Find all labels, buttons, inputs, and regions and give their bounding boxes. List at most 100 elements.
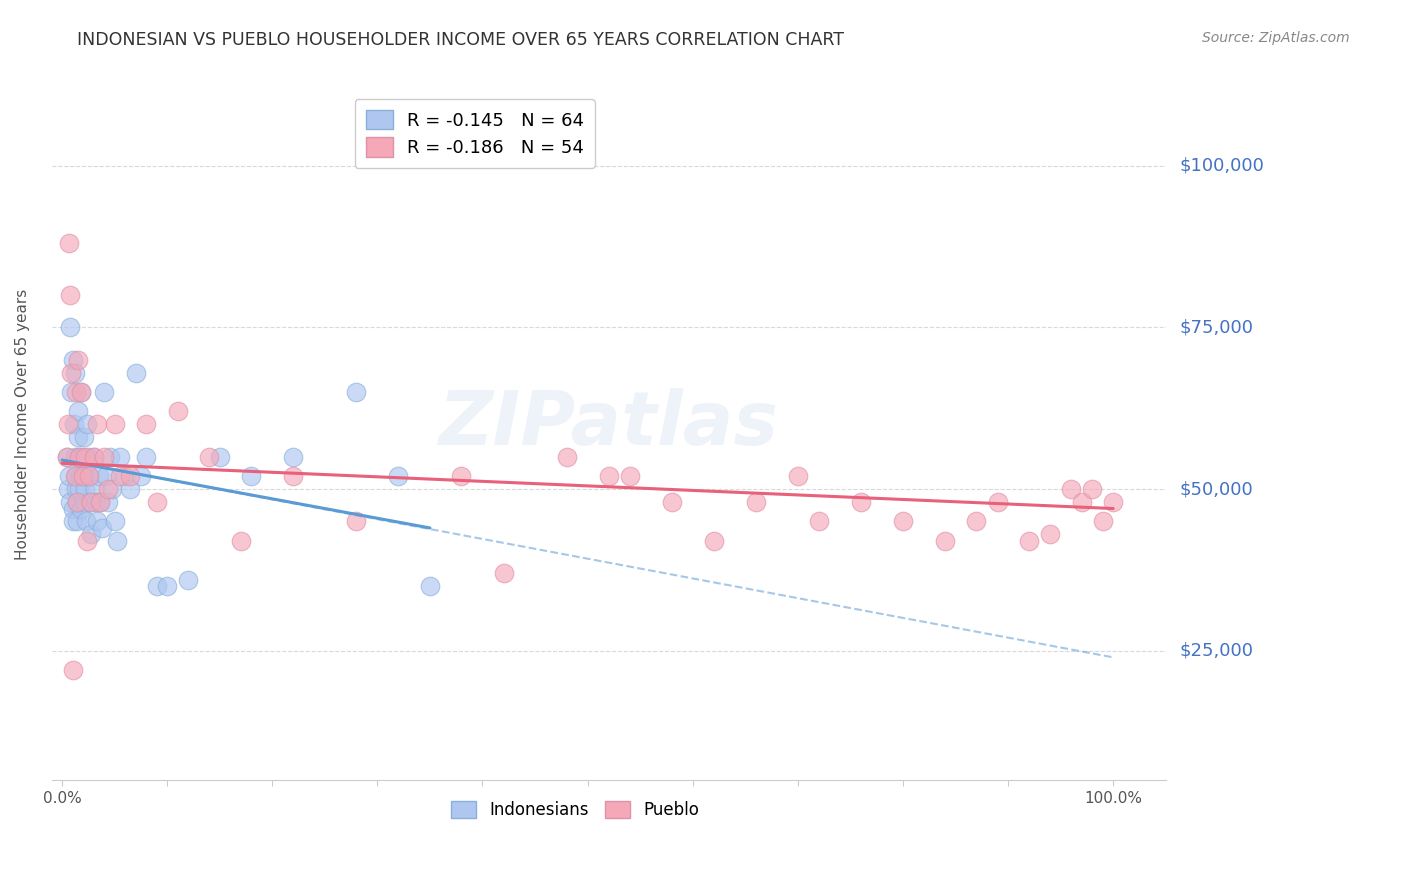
Point <box>807 515 830 529</box>
Legend: Indonesians, Pueblo: Indonesians, Pueblo <box>444 794 706 825</box>
Point <box>84 495 107 509</box>
Point <box>97 495 120 509</box>
Point <box>56 450 79 464</box>
Point <box>120 482 142 496</box>
Point <box>70 385 93 400</box>
Point <box>156 579 179 593</box>
Point <box>58 236 80 251</box>
Point <box>135 450 157 464</box>
Point <box>59 320 82 334</box>
Point <box>966 515 988 529</box>
Point <box>70 501 93 516</box>
Point <box>100 450 122 464</box>
Point <box>63 469 86 483</box>
Point <box>124 366 146 380</box>
Point <box>1018 533 1040 548</box>
Point <box>1070 495 1092 509</box>
Point <box>86 515 108 529</box>
Y-axis label: Householder Income Over 65 years: Householder Income Over 65 years <box>15 289 30 560</box>
Point <box>72 469 94 483</box>
Point <box>849 495 872 509</box>
Point <box>87 469 110 483</box>
Point <box>135 417 157 432</box>
Point <box>62 352 84 367</box>
Point <box>619 469 641 483</box>
Point <box>419 579 441 593</box>
Point <box>62 417 84 432</box>
Point <box>58 417 80 432</box>
Point <box>745 495 768 509</box>
Point <box>1102 495 1125 509</box>
Point <box>229 533 252 548</box>
Point <box>283 469 305 483</box>
Point <box>555 450 578 464</box>
Point <box>79 495 101 509</box>
Point <box>240 469 263 483</box>
Point <box>73 430 96 444</box>
Point <box>1091 515 1114 529</box>
Point <box>93 450 115 464</box>
Point <box>75 482 97 496</box>
Point <box>70 385 93 400</box>
Point <box>72 469 94 483</box>
Text: $50,000: $50,000 <box>1180 480 1253 498</box>
Point <box>66 495 89 509</box>
Point <box>89 495 111 509</box>
Point <box>145 495 167 509</box>
Point <box>120 469 142 483</box>
Point <box>65 385 87 400</box>
Point <box>104 515 127 529</box>
Point <box>86 417 108 432</box>
Point <box>986 495 1008 509</box>
Point <box>67 482 90 496</box>
Point <box>66 430 89 444</box>
Point <box>66 515 89 529</box>
Point <box>101 482 124 496</box>
Point <box>344 515 367 529</box>
Point <box>65 469 87 483</box>
Point <box>129 469 152 483</box>
Point <box>66 352 89 367</box>
Point <box>67 450 90 464</box>
Point <box>198 450 221 464</box>
Point <box>450 469 472 483</box>
Point <box>89 495 111 509</box>
Point <box>96 469 118 483</box>
Point <box>1081 482 1104 496</box>
Point <box>59 495 82 509</box>
Point <box>79 469 101 483</box>
Point <box>208 450 231 464</box>
Point <box>67 450 90 464</box>
Point <box>62 501 84 516</box>
Point <box>75 469 97 483</box>
Point <box>934 533 956 548</box>
Point <box>786 469 808 483</box>
Point <box>56 450 79 464</box>
Text: ZIPatlas: ZIPatlas <box>439 388 779 461</box>
Text: $100,000: $100,000 <box>1180 157 1264 175</box>
Point <box>1039 527 1062 541</box>
Point <box>891 515 914 529</box>
Point <box>108 469 131 483</box>
Point <box>83 450 105 464</box>
Point <box>76 417 98 432</box>
Point <box>62 515 84 529</box>
Point <box>97 482 120 496</box>
Text: $75,000: $75,000 <box>1180 318 1254 336</box>
Point <box>283 450 305 464</box>
Point <box>66 404 89 418</box>
Point <box>66 495 89 509</box>
Point <box>80 527 103 541</box>
Point <box>60 366 83 380</box>
Point <box>79 469 101 483</box>
Point <box>69 469 91 483</box>
Point <box>492 566 515 581</box>
Point <box>65 482 87 496</box>
Point <box>58 482 80 496</box>
Point <box>598 469 620 483</box>
Point <box>83 450 105 464</box>
Point <box>58 469 80 483</box>
Point <box>93 385 115 400</box>
Point <box>83 482 105 496</box>
Point <box>91 521 114 535</box>
